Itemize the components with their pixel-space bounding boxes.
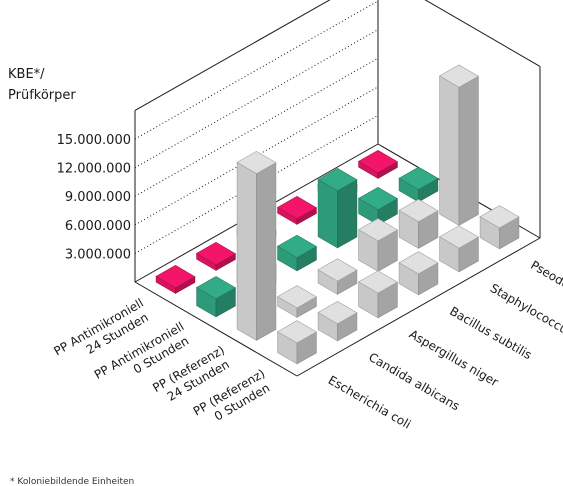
floor-edge-left (134, 281, 298, 377)
bar-2-2 (276, 285, 318, 318)
bar-3-3 (276, 234, 318, 272)
bar-2-1 (236, 150, 277, 341)
gridline (134, 0, 379, 140)
y-tick-label: 6.000.000 (65, 219, 131, 234)
bar-4-1 (155, 265, 196, 294)
gridline (134, 29, 379, 169)
labels: KBE*/ Prüfkörper * Koloniebildende Einhe… (8, 67, 563, 486)
bar-2-5 (398, 199, 439, 249)
bar-1-2 (317, 301, 358, 342)
y-axis-label-line1: KBE*/ (8, 67, 45, 82)
y-axis-label-line2: Prüfkörper (8, 88, 76, 103)
floor-edge-right (296, 237, 541, 377)
bar-1-4 (398, 251, 439, 296)
bar-2-6 (438, 64, 480, 226)
chart-frame (134, 0, 541, 377)
organism-label: Escherichia coli (326, 373, 414, 432)
bar-1-5 (438, 225, 480, 273)
y-tick-label: 12.000.000 (57, 162, 131, 177)
y-tick-label: 15.000.000 (57, 133, 131, 148)
bar-4-6 (357, 150, 399, 179)
bar-2-3 (317, 258, 358, 295)
bar-1-1 (276, 320, 318, 365)
y-tick-label: 3.000.000 (65, 247, 131, 262)
wall-top-left (134, 0, 331, 111)
bar-3-6 (398, 166, 439, 203)
bar-3-5 (357, 186, 399, 226)
bar-1-6 (479, 205, 520, 250)
wall-top-right (424, 0, 541, 67)
y-tick-label: 9.000.000 (65, 190, 131, 205)
bar-4-4 (276, 196, 318, 225)
bars (155, 64, 520, 365)
bar-4-2 (195, 242, 237, 271)
bar-2-4 (357, 218, 399, 272)
bar-1-3 (357, 270, 399, 319)
footnote: * Koloniebildende Einheiten (10, 477, 134, 486)
bar-3-1 (195, 276, 237, 318)
bar-3-4 (317, 168, 358, 249)
